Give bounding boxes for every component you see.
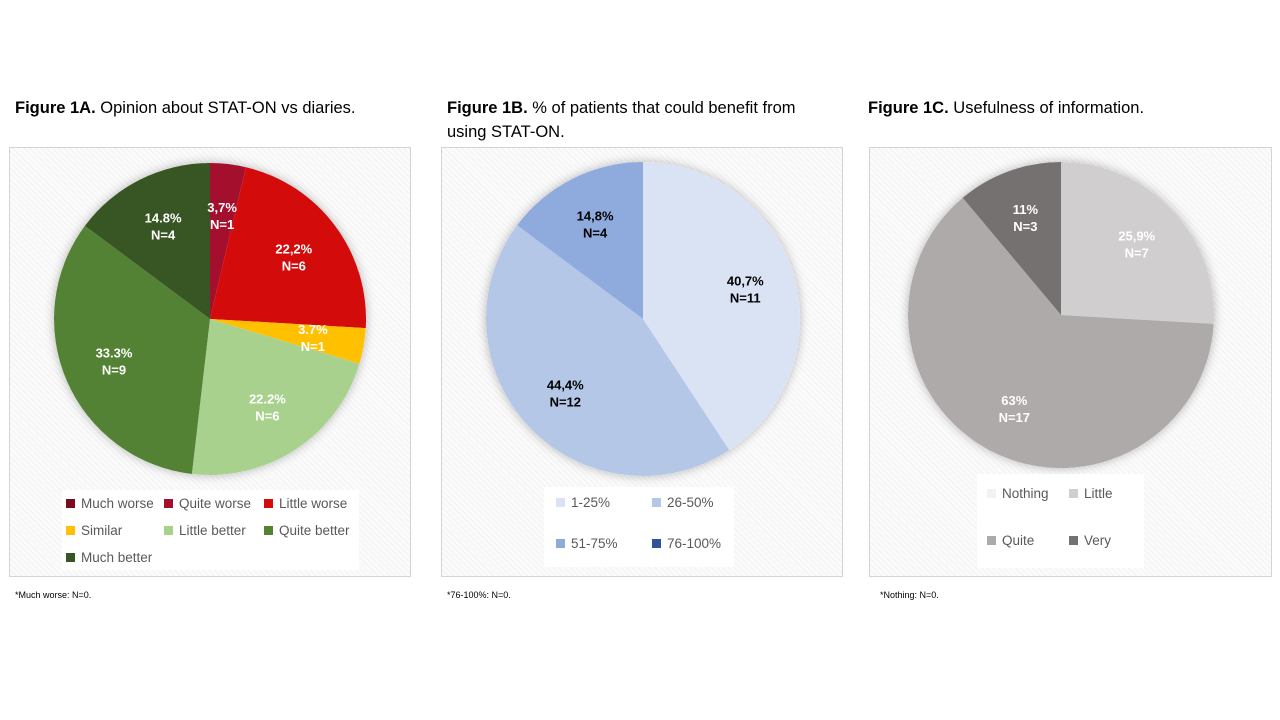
figure-1a-slice-little-worse [210,167,367,329]
figure-1b-legend-label-1-25: 1-25% [571,495,611,510]
figure-1c-legend-swatch-little [1069,489,1078,498]
figure-1b-legend-label-26-50: 26-50% [667,495,714,510]
figure-1a-pie: 3,7% N=1 22,2% N=6 3.7% N=1 22.2% N=6 33.3% N=9 14… [53,163,367,476]
figure-1a-data-label-similar: 3.7% N=1 [298,322,328,354]
figure-1c-legend-swatch-quite [987,536,996,545]
figure-1c-legend-item-nothing: Nothing [987,486,1049,501]
figure-1b-legend-swatch-1-25 [556,498,565,507]
figure-1c-legend-label-little: Little [1084,486,1113,501]
figure-1b-footnote: *76-100%: N=0. [447,590,511,600]
figure-1c-slice-very [962,162,1061,315]
figure-1b-data-label-1-25: 40,7% N=11 [727,273,764,305]
figure-1a-legend-label-quite-better: Quite better [279,523,350,538]
figure-1b-legend-label-51-75: 51-75% [571,536,618,551]
figure-1a-legend-swatch-similar [66,526,75,535]
figure-1a-slice-similar [210,319,366,364]
figure-1c-slice-quite [907,197,1214,469]
figure-1c-data-label-very: 11% N=3 [1013,202,1039,234]
figure-1c-title-text: Usefulness of information. [948,99,1145,117]
figure-1a-footnote: *Much worse: N=0. [15,590,92,600]
figure-1b-legend-swatch-51-75 [556,539,565,548]
figure-1c-data-label-quite: 63% N=17 [999,393,1030,425]
figure-1a-legend-item-similar: Similar [66,523,122,538]
figure-1c-legend-swatch-nothing [987,489,996,498]
figure-1a-legend-swatch-much-worse [66,499,75,508]
figure-1b-title-text: % of patients that could benefit from us… [447,99,796,141]
figure-1b-legend-label-76-100: 76-100% [667,536,722,551]
figure-1c-chart-area: 25,9% N=7 63% N=17 11% N=3 Nothing Little Quite… [869,147,1272,577]
figure-1b-legend-item-26-50: 26-50% [652,495,714,510]
figure-1c-legend-swatch-very [1069,536,1078,545]
figure-1b-data-label-26-50: 44,4% N=12 [547,377,584,409]
figure-1b-slice-26-50 [486,225,730,476]
figure-1a-legend-swatch-much-better [66,553,75,562]
figure-1a-legend-label-little-better: Little better [179,523,246,538]
figure-1c-legend: Nothing Little Quite Very [977,474,1144,568]
figure-1a-legend-item-little-better: Little better [164,523,246,538]
figure-1a-data-label-much-better: 14.8% N=4 [145,211,182,243]
figure-1a-data-label-quite-worse: 3,7% N=1 [207,200,237,232]
figure-1a-data-label-little-worse: 22,2% N=6 [275,242,312,274]
figure-1a-legend-item-quite-better: Quite better [264,523,350,538]
figure-1b-legend-swatch-26-50 [652,498,661,507]
figure-1a-legend-swatch-quite-worse [164,499,173,508]
figure-1c-legend-label-very: Very [1084,533,1112,548]
figure-1a-legend-swatch-quite-better [264,526,273,535]
figure-1a-data-label-little-better: 22.2% N=6 [249,391,286,423]
figure-1a-chart-area: 3,7% N=1 22,2% N=6 3.7% N=1 22.2% N=6 33.3% N=9 14… [9,147,411,577]
figure-1a-legend-item-much-better: Much better [66,550,152,565]
figure-1b-legend: 1-25% 26-50% 51-75% 76-100% [544,487,734,567]
figure-1a-legend-label-little-worse: Little worse [279,496,348,511]
figure-1a-legend-item-little-worse: Little worse [264,496,347,511]
figure-1a-title: Figure 1A. Opinion about STAT-ON vs diar… [15,96,415,120]
figure-1c-title: Figure 1C. Usefulness of information. [868,96,1268,120]
figure-1b-title-bold: Figure 1B. [447,99,528,117]
figure-1c-legend-label-nothing: Nothing [1002,486,1049,501]
figure-1a-legend-swatch-little-worse [264,499,273,508]
figure-1a-slice-quite-worse [210,163,246,319]
figure-1c-title-bold: Figure 1C. [868,99,949,117]
figure-1c-legend-item-very: Very [1069,533,1111,548]
figure-1c-footnote: *Nothing: N=0. [880,590,939,600]
figure-1b-slice-51-75 [517,162,643,319]
figure-1b-slice-1-25 [643,162,800,451]
figure-1b-data-label-51-75: 14,8% N=4 [577,209,614,241]
figure-1a-legend-label-much-worse: Much worse [81,496,154,511]
figure-1b-title: Figure 1B. % of patients that could bene… [447,96,832,144]
figure-1b-legend-item-51-75: 51-75% [556,536,618,551]
figure-1b-chart-area: 40,7% N=11 44,4% N=12 14,8% N=4 1-25% 26-50% 51… [441,147,843,577]
figure-1b-legend-item-76-100: 76-100% [652,536,721,551]
figure-1b-pie: 40,7% N=11 44,4% N=12 14,8% N=4 [486,162,800,476]
figure-1a-slice-quite-better [53,225,211,474]
figure-1c-data-label-little: 25,9% N=7 [1118,229,1155,261]
figure-1a-legend: Much worse Quite worse Little worse Similar… [62,490,359,570]
figure-1a-legend-label-quite-worse: Quite worse [179,496,252,511]
figure-1a-legend-label-much-better: Much better [81,550,153,565]
figure-1c-legend-item-quite: Quite [987,533,1034,548]
figure-1c-legend-item-little: Little [1069,486,1113,501]
figure-1a-legend-swatch-little-better [164,526,173,535]
figure-1a-legend-item-quite-worse: Quite worse [164,496,251,511]
figure-1a-data-label-quite-better: 33.3% N=9 [96,345,133,377]
figure-1a-legend-label-similar: Similar [81,523,123,538]
figure-1b-legend-swatch-76-100 [652,539,661,548]
figure-1a-legend-item-much-worse: Much worse [66,496,154,511]
figure-1a-slice-much-better [84,163,210,319]
figure-1c-legend-label-quite: Quite [1002,533,1035,548]
figure-1a-title-bold: Figure 1A. [15,99,96,117]
figure-1a-slice-little-better [191,319,360,476]
figure-1c-pie: 25,9% N=7 63% N=17 11% N=3 [907,162,1214,469]
figure-1a-title-text: Opinion about STAT-ON vs diaries. [95,99,356,117]
figure-1b-legend-item-1-25: 1-25% [556,495,610,510]
figure-1c-slice-little [1061,162,1214,324]
